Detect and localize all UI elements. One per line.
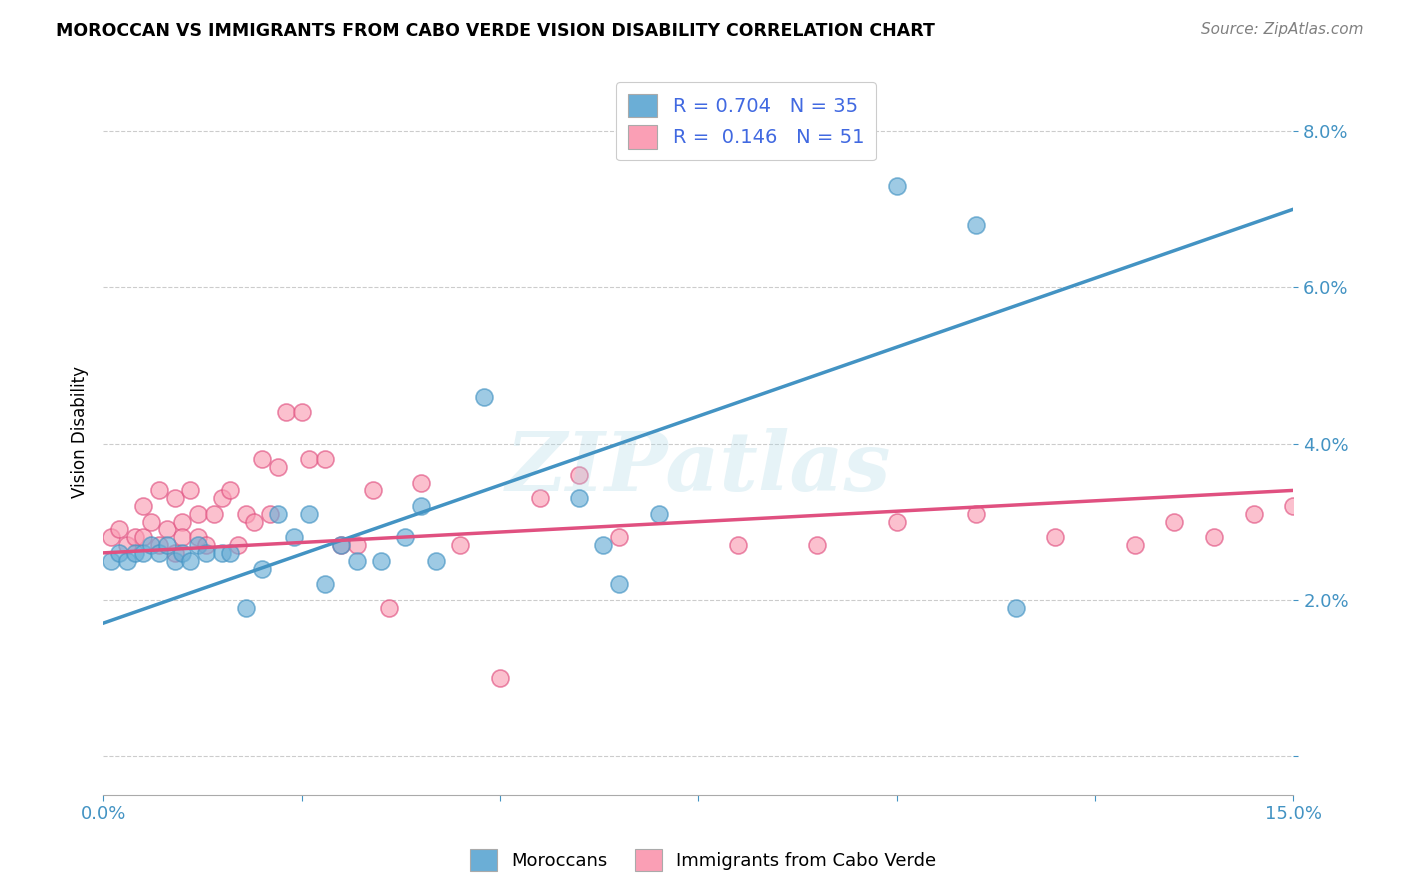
Point [148,546,170,560]
Point [132,499,155,513]
Point [283,530,305,544]
Point [179,483,201,498]
Point [409,475,432,490]
Point [202,507,225,521]
Point [1123,538,1146,552]
Point [139,538,162,552]
Point [886,515,908,529]
Point [108,523,131,537]
Point [727,538,749,552]
Point [172,515,194,529]
Point [965,507,987,521]
Point [219,483,242,498]
Point [250,452,273,467]
Point [156,538,179,552]
Point [211,491,233,506]
Point [100,530,122,544]
Point [529,491,551,506]
Text: ZIPatlas: ZIPatlas [506,428,891,508]
Point [163,554,186,568]
Point [148,483,170,498]
Point [886,178,908,193]
Point [172,546,194,560]
Point [409,499,432,513]
Legend: Moroccans, Immigrants from Cabo Verde: Moroccans, Immigrants from Cabo Verde [463,842,943,879]
Point [489,671,512,685]
Y-axis label: Vision Disability: Vision Disability [72,366,89,498]
Point [965,218,987,232]
Point [179,554,201,568]
Point [187,538,209,552]
Point [806,538,828,552]
Point [568,491,591,506]
Point [1163,515,1185,529]
Point [472,390,495,404]
Point [449,538,471,552]
Point [243,515,266,529]
Point [195,538,218,552]
Point [219,546,242,560]
Point [100,554,122,568]
Point [259,507,281,521]
Point [361,483,384,498]
Point [132,530,155,544]
Point [370,554,392,568]
Point [172,530,194,544]
Point [156,523,179,537]
Point [607,530,630,544]
Point [115,538,138,552]
Point [1204,530,1226,544]
Point [132,546,155,560]
Point [346,538,368,552]
Point [226,538,249,552]
Point [568,467,591,482]
Text: MOROCCAN VS IMMIGRANTS FROM CABO VERDE VISION DISABILITY CORRELATION CHART: MOROCCAN VS IMMIGRANTS FROM CABO VERDE V… [56,22,935,40]
Point [148,538,170,552]
Point [163,491,186,506]
Point [314,577,336,591]
Point [592,538,614,552]
Text: Source: ZipAtlas.com: Source: ZipAtlas.com [1201,22,1364,37]
Point [298,507,321,521]
Point [1004,600,1026,615]
Point [235,600,257,615]
Point [298,452,321,467]
Point [267,459,290,474]
Point [425,554,447,568]
Point [330,538,353,552]
Point [378,600,401,615]
Point [195,546,218,560]
Point [124,530,146,544]
Point [250,561,273,575]
Point [314,452,336,467]
Point [108,546,131,560]
Point [1243,507,1265,521]
Point [330,538,353,552]
Point [1045,530,1067,544]
Point [235,507,257,521]
Point [187,507,209,521]
Point [290,405,312,419]
Point [647,507,669,521]
Legend: R = 0.704   N = 35, R =  0.146   N = 51: R = 0.704 N = 35, R = 0.146 N = 51 [616,82,876,161]
Point [346,554,368,568]
Point [115,554,138,568]
Point [211,546,233,560]
Point [607,577,630,591]
Point [163,546,186,560]
Point [394,530,416,544]
Point [1282,499,1305,513]
Point [124,546,146,560]
Point [187,530,209,544]
Point [274,405,297,419]
Point [139,515,162,529]
Point [267,507,290,521]
